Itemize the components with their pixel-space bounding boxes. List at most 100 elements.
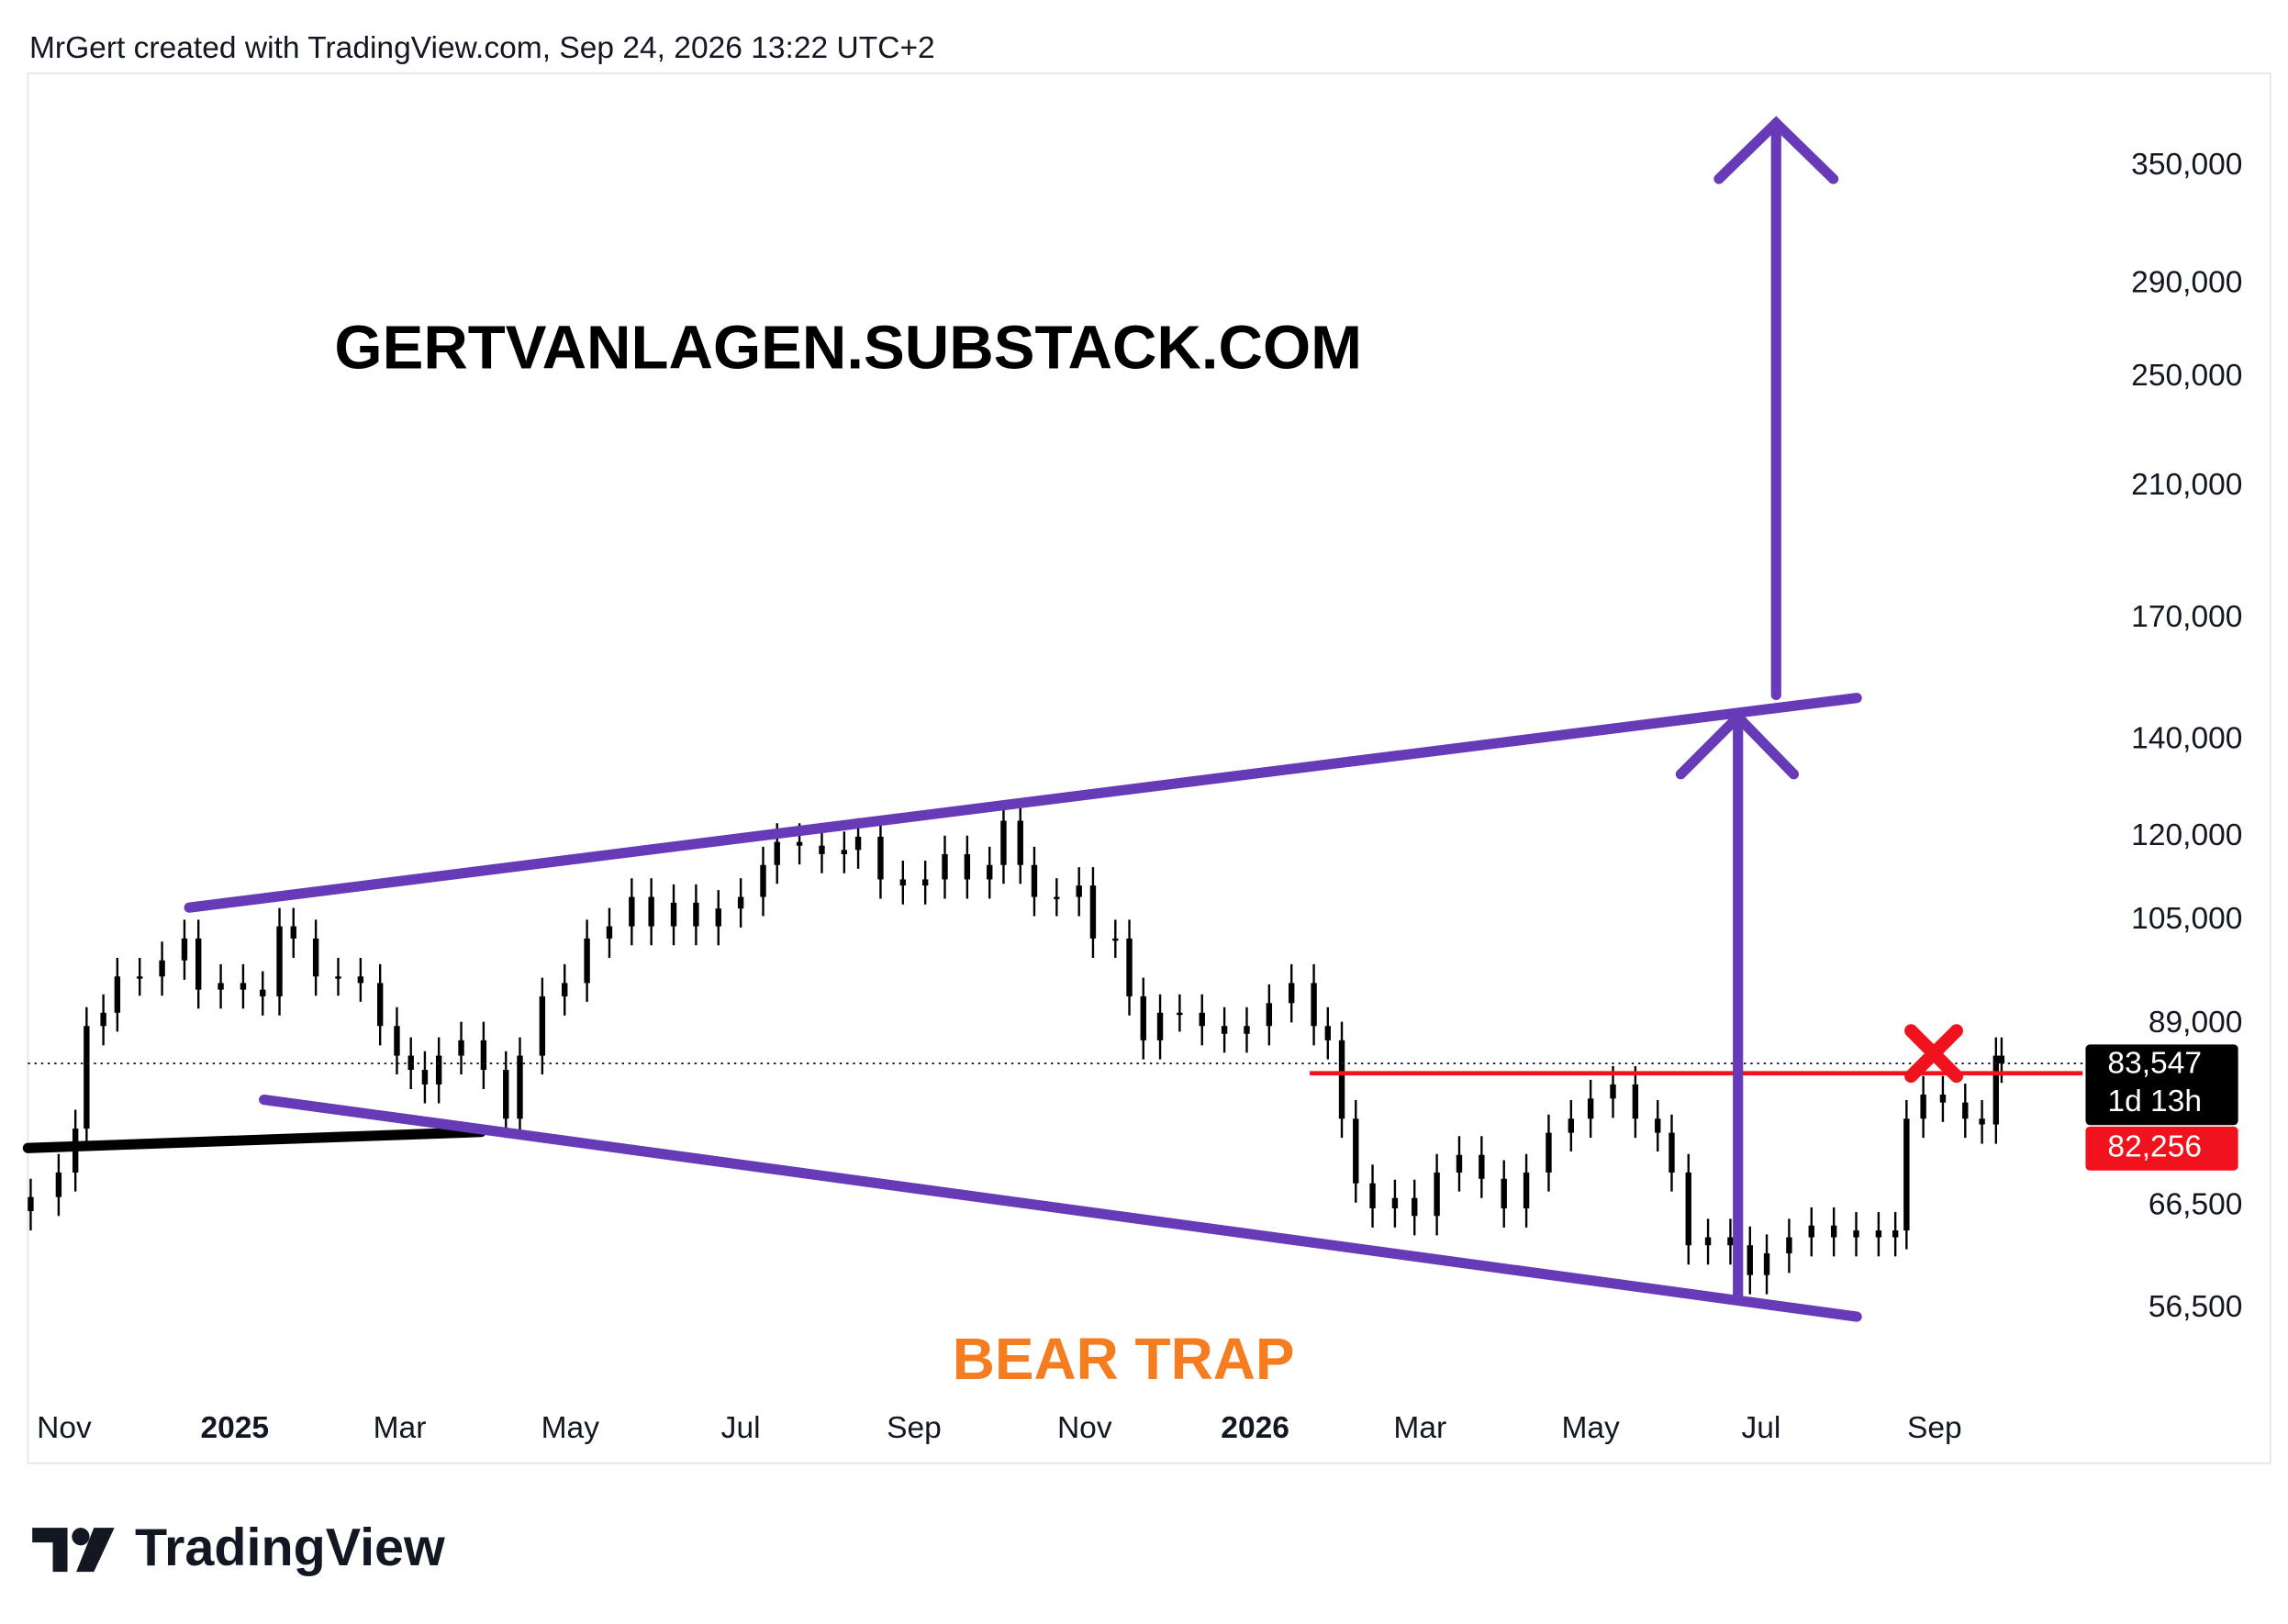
- candle-body: [737, 896, 744, 909]
- candle-body: [260, 989, 266, 996]
- candle-body: [1054, 896, 1060, 899]
- x-tick-label: Jul: [721, 1411, 761, 1445]
- target-arrow-head: [1675, 709, 1800, 780]
- candle-body: [84, 1026, 90, 1129]
- candle-body: [1338, 1040, 1345, 1119]
- candle-body: [1920, 1094, 1926, 1119]
- candle-body: [1221, 1026, 1228, 1034]
- candle-body: [854, 836, 862, 851]
- candle-body: [1156, 1012, 1164, 1040]
- x-tick-label: 2026: [1221, 1411, 1289, 1445]
- candle-body: [1655, 1118, 1661, 1133]
- candle-body: [1892, 1230, 1899, 1238]
- brand: TradingView: [135, 1518, 445, 1577]
- logo-mark: [32, 1528, 68, 1573]
- candle-body: [1112, 938, 1119, 941]
- candle-body: [1685, 1172, 1691, 1246]
- candle-body: [394, 1026, 400, 1056]
- candle-body: [517, 1055, 523, 1119]
- candle-body: [276, 926, 283, 996]
- candle-body: [1000, 820, 1007, 865]
- candle-body: [1992, 1055, 2000, 1125]
- candle-body: [1546, 1132, 1552, 1173]
- candle-body: [1998, 1055, 2005, 1064]
- support-line: [22, 1127, 486, 1153]
- candle-body: [670, 902, 677, 927]
- candle-body: [1076, 885, 1082, 897]
- candle-body: [1017, 820, 1023, 865]
- candle-body: [562, 983, 568, 996]
- x-tick-label: Sep: [1907, 1411, 1962, 1445]
- candle-body: [1353, 1118, 1359, 1184]
- candle-body: [841, 850, 848, 854]
- candle-body: [715, 908, 721, 927]
- price-axis: 56,500 66,500 89,000 105,000 120,000 140,000 1…: [37, 148, 2242, 1445]
- candle-body: [480, 1040, 487, 1071]
- candle-body: [1456, 1154, 1463, 1173]
- candle-body: [1786, 1237, 1792, 1254]
- candle-body: [819, 845, 825, 854]
- candle-body: [629, 896, 635, 927]
- candle-body: [1126, 938, 1133, 996]
- x-tick-label: Sep: [887, 1411, 942, 1445]
- candle-body: [1979, 1118, 1985, 1125]
- x-tick-label: Jul: [1742, 1411, 1781, 1445]
- candle-body: [648, 896, 654, 927]
- candle-body: [1704, 1237, 1712, 1246]
- candle-body: [1177, 1012, 1183, 1016]
- y-tick-label: 290,000: [2131, 265, 2242, 299]
- y-tick-label: 56,500: [2148, 1290, 2243, 1324]
- y-tick-label: 105,000: [2131, 902, 2242, 936]
- y-tick-label: 120,000: [2131, 818, 2242, 852]
- candle-body: [1903, 1118, 1910, 1231]
- x-tick-label: Nov: [37, 1411, 92, 1445]
- candle-body: [357, 976, 364, 984]
- candle-body: [1939, 1094, 1947, 1103]
- candle-body: [1412, 1197, 1418, 1217]
- candle-body: [606, 926, 613, 939]
- candle-body: [942, 853, 948, 880]
- drawings: [22, 116, 1964, 1322]
- x-tick-label: Mar: [374, 1411, 427, 1445]
- candle-body: [1669, 1132, 1675, 1173]
- candle-body: [1610, 1084, 1616, 1099]
- countdown-label: 1d 13h: [2107, 1085, 2202, 1118]
- last-price-tag: [2085, 1044, 2238, 1126]
- x-tick-label: Mar: [1393, 1411, 1446, 1445]
- candle-body: [1369, 1183, 1376, 1208]
- header: MrGert created with TradingView.com, Sep…: [29, 31, 935, 65]
- candle-body: [1632, 1084, 1639, 1119]
- candle-body: [1140, 996, 1146, 1040]
- logo-mark: [76, 1528, 115, 1573]
- candle-body: [240, 983, 247, 990]
- candle-body: [195, 938, 202, 990]
- candle-body: [921, 879, 929, 886]
- candle-body: [55, 1172, 62, 1197]
- candle-body: [435, 1055, 442, 1085]
- logo-mark: [72, 1528, 90, 1546]
- candle-body: [1830, 1225, 1837, 1238]
- candle-body: [421, 1070, 429, 1085]
- candle-body: [335, 976, 341, 979]
- candle-body: [1479, 1154, 1485, 1179]
- candle-body: [114, 976, 121, 1013]
- watermark: GERTVANLAGEN.SUBSTACK.COM: [334, 313, 1362, 382]
- rejection-mark: [1904, 1024, 1964, 1084]
- y-tick-label: 66,500: [2148, 1188, 2243, 1222]
- candle-body: [1199, 1012, 1205, 1027]
- y-tick-label: 170,000: [2131, 600, 2242, 634]
- candle-body: [693, 902, 699, 927]
- target-arrow-head: [1713, 116, 1839, 184]
- candle-body: [1763, 1253, 1770, 1275]
- candle-body: [290, 926, 296, 939]
- level-tag: [2085, 1126, 2238, 1171]
- candle-body: [796, 841, 803, 846]
- x-tick-label: 2025: [200, 1411, 269, 1445]
- candle-body: [1962, 1102, 1969, 1119]
- candle-body: [1289, 983, 1295, 1004]
- candle-body: [987, 864, 993, 880]
- candle-body: [1587, 1098, 1594, 1119]
